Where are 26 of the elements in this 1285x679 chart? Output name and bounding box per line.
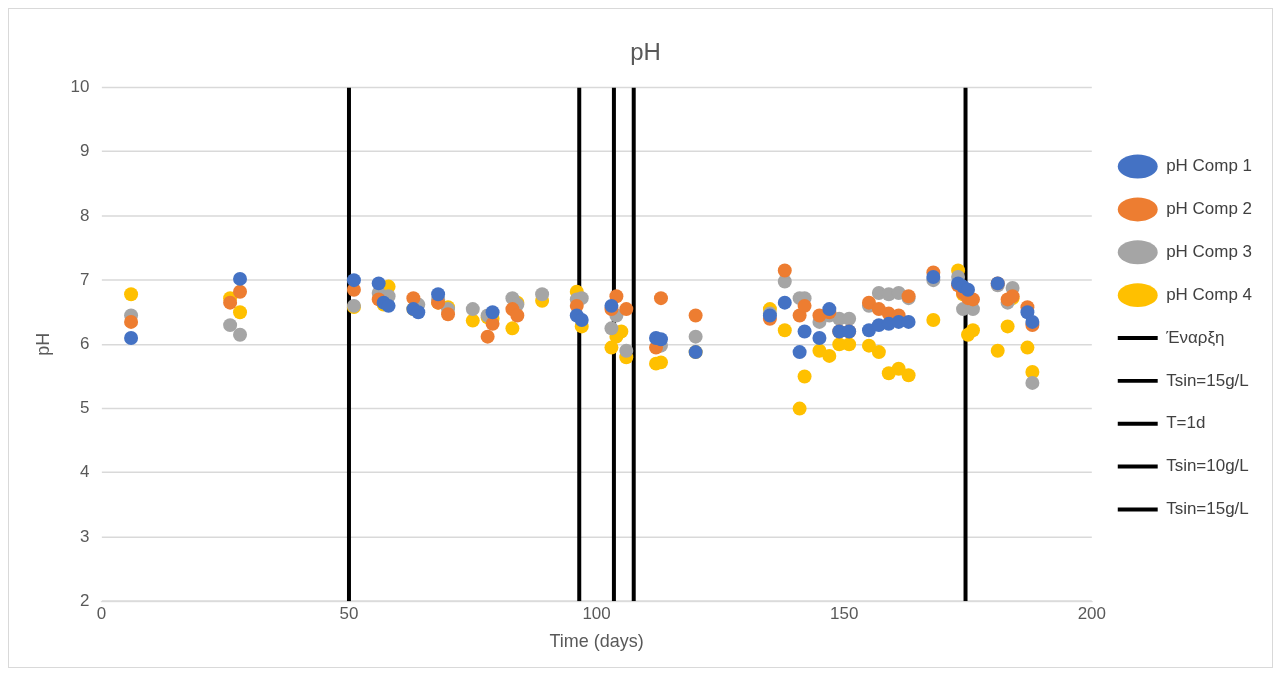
- legend-label: Έναρξη: [1165, 327, 1225, 347]
- x-tick-label: 100: [582, 604, 611, 624]
- chart-title: pH: [630, 37, 661, 65]
- y-tick-label: 10: [70, 77, 90, 97]
- y-tick-label: 5: [79, 398, 90, 418]
- legend-label: pH Comp 2: [1166, 199, 1252, 219]
- y-tick-label: 7: [79, 269, 90, 289]
- legend-label: pH Comp 4: [1166, 284, 1252, 304]
- x-tick-label: 0: [96, 604, 107, 624]
- x-tick-label: 200: [1077, 604, 1106, 624]
- x-tick-label: 150: [830, 604, 859, 624]
- y-tick-label: 9: [79, 141, 90, 161]
- y-tick-label: 2: [79, 590, 90, 610]
- x-tick-label: 50: [339, 604, 359, 624]
- x-axis-title: Time (days): [549, 631, 644, 652]
- legend-label: pH Comp 3: [1166, 241, 1252, 261]
- y-tick-label: 3: [79, 526, 90, 546]
- legend-label: T=1d: [1166, 413, 1206, 433]
- y-axis-title: pH: [32, 332, 53, 356]
- legend-label: Tsin=10g/L: [1166, 456, 1249, 476]
- legend-label: pH Comp 1: [1166, 156, 1252, 176]
- legend-label: Tsin=15g/L: [1166, 370, 1249, 390]
- y-tick-label: 4: [79, 462, 90, 482]
- legend-label: Tsin=15g/L: [1166, 499, 1249, 519]
- y-tick-label: 8: [79, 205, 90, 225]
- y-tick-label: 6: [79, 334, 90, 354]
